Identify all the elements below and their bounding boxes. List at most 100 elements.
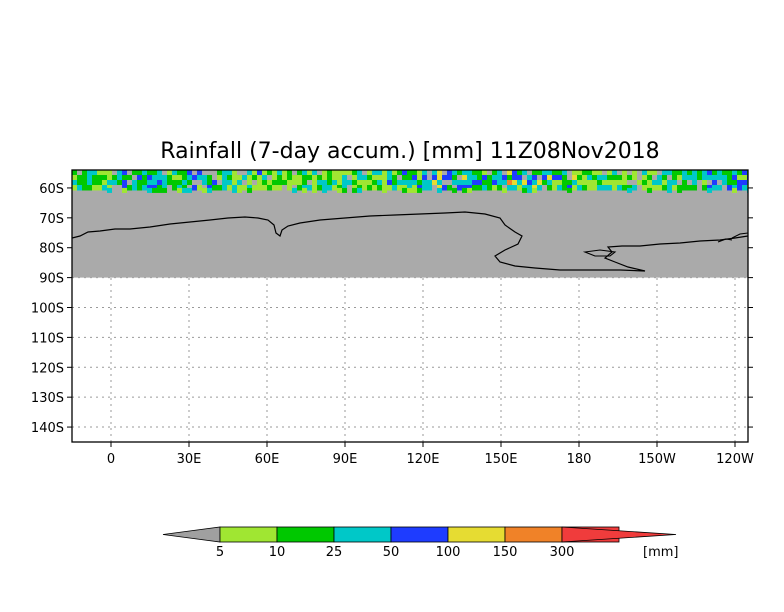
rain-cell: [642, 175, 648, 181]
rain-cell: [537, 180, 543, 186]
rain-cell: [567, 185, 573, 191]
rain-cell: [282, 185, 288, 191]
rain-cell: [87, 175, 93, 181]
rain-cell: [272, 185, 278, 191]
rain-cell: [102, 180, 108, 186]
rain-cell: [647, 175, 653, 181]
coastline: [72, 211, 748, 272]
rain-cell: [572, 180, 578, 186]
rain-cell: [382, 185, 388, 191]
rain-cell: [407, 185, 413, 191]
rain-cell: [72, 185, 78, 191]
rain-cell: [577, 170, 583, 176]
rain-cell: [697, 170, 703, 176]
rain-cell: [542, 180, 548, 186]
rain-cell: [737, 180, 743, 186]
rain-cell: [387, 180, 393, 186]
rain-cell: [177, 170, 183, 176]
rain-cell: [157, 187, 162, 193]
rain-cell: [487, 170, 493, 176]
rain-cell: [682, 170, 688, 176]
rain-cell: [167, 180, 173, 186]
rain-cell: [742, 185, 748, 191]
rain-cell: [232, 175, 238, 181]
rain-cell: [302, 175, 308, 181]
rain-cell: [407, 170, 413, 176]
rain-cell: [587, 170, 593, 176]
rain-cell: [467, 180, 473, 186]
rain-cell: [607, 170, 613, 176]
rain-cell: [312, 180, 318, 186]
rain-cell: [187, 180, 193, 186]
colorbar-label: 25: [326, 545, 343, 560]
rain-cell: [137, 180, 143, 186]
rain-cell: [552, 180, 558, 186]
ross-ice-shelf-coast: [582, 249, 617, 257]
rain-cell: [192, 180, 198, 186]
rain-cell: [597, 185, 603, 191]
rain-cell: [112, 180, 118, 186]
rain-cell: [677, 185, 683, 191]
rain-cell: [212, 180, 218, 186]
rain-cell: [727, 170, 733, 176]
rain-cell: [532, 185, 538, 191]
rain-cell: [537, 170, 543, 176]
rain-cell: [192, 170, 198, 176]
colorbar-bin: [333, 526, 392, 543]
rain-cell: [402, 187, 407, 193]
rain-cell: [167, 170, 173, 176]
rain-cell: [447, 170, 453, 176]
rain-cell: [722, 185, 728, 191]
rain-cell: [367, 180, 373, 186]
rain-cell: [617, 185, 623, 191]
rain-cell: [387, 170, 393, 176]
rain-cell: [602, 180, 608, 186]
rain-cell: [342, 187, 347, 193]
rain-cell: [342, 180, 348, 186]
rain-cell: [652, 170, 658, 176]
rain-cell: [467, 187, 472, 193]
rain-cell: [627, 180, 633, 186]
rain-cell: [707, 175, 713, 181]
rain-cell: [317, 170, 323, 176]
rain-cell: [717, 175, 723, 181]
rain-cell: [482, 185, 488, 191]
rain-cell: [352, 180, 358, 186]
rain-cell: [672, 175, 678, 181]
rain-cell: [442, 175, 448, 181]
rain-cell: [302, 180, 308, 186]
rain-cell: [677, 187, 682, 193]
rain-cell: [142, 180, 148, 186]
rain-cell: [392, 180, 398, 186]
rain-cell: [97, 175, 103, 181]
rain-cell: [192, 175, 198, 181]
rain-cell: [152, 187, 157, 193]
rain-cell: [247, 187, 252, 193]
rain-cell: [382, 170, 388, 176]
rain-cell: [112, 185, 118, 191]
rain-cell: [272, 170, 278, 176]
rain-cell: [527, 187, 532, 193]
rain-cell: [377, 180, 383, 186]
rain-cell: [207, 175, 213, 181]
rain-cell: [667, 180, 673, 186]
rain-cell: [592, 170, 598, 176]
rain-cell: [367, 170, 373, 176]
rain-cell: [307, 170, 313, 176]
rain-cell: [212, 175, 218, 181]
colorbar-bin: [504, 526, 563, 543]
rain-cell: [362, 185, 368, 191]
rain-cell: [157, 180, 163, 186]
rainfall-field: [72, 170, 748, 193]
rain-cell: [312, 175, 318, 181]
rain-cell: [162, 170, 168, 176]
y-tick-label: 140S: [31, 421, 64, 436]
rain-cell: [647, 180, 653, 186]
rain-cell: [627, 175, 633, 181]
rain-cell: [612, 175, 618, 181]
rain-cell: [147, 180, 153, 186]
rain-cell: [487, 175, 493, 181]
rain-cell: [497, 185, 503, 191]
rain-cell: [372, 180, 378, 186]
rain-cell: [252, 180, 258, 186]
